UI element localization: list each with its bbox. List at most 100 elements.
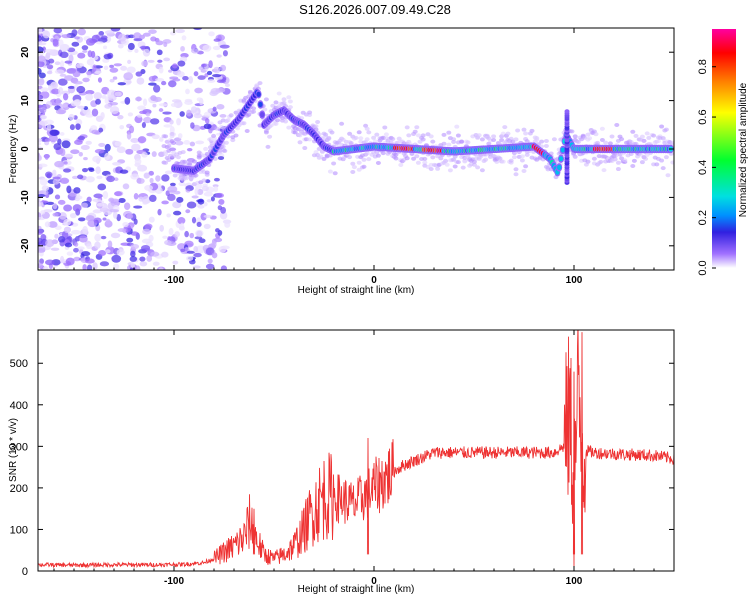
noise-blob [148,29,157,34]
ridge-halo [521,127,527,132]
noise-blob [162,111,172,115]
ridge-halo [326,135,332,140]
noise-blob [71,41,80,47]
ridge-halo [585,159,591,164]
ridge-halo [633,133,639,138]
noise-blob [85,258,95,264]
noise-blob [123,202,131,210]
noise-blob [71,175,79,180]
noise-blob [130,250,136,258]
noise-blob [155,175,161,182]
noise-blob [201,185,209,192]
noise-blob [181,35,187,41]
noise-blob [218,246,227,253]
noise-blob [131,143,141,152]
noise-blob [104,30,115,35]
noise-blob [222,50,228,57]
colorbar-tick-label: 0.0 [697,260,709,275]
ridge-halo [443,159,449,164]
ridge-halo [502,125,508,130]
noise-blob [117,43,124,49]
noise-blob [93,209,100,214]
ridge-halo [364,137,370,142]
noise-blob [85,140,92,145]
noise-blob [168,69,173,73]
noise-blob [73,187,81,194]
noise-blob [216,54,222,58]
noise-blob [39,177,48,186]
snr-y-tick-label: 0 [22,566,28,578]
ridge-halo [347,155,353,160]
ridge-halo [670,160,674,165]
spectrogram-y-axis: -20 -10 0 10 20 [20,46,674,253]
snr-series-line [38,330,674,569]
noise-blob [143,172,150,179]
noise-blob [59,177,70,184]
ridge-halo [228,113,234,118]
ridge-halo [211,133,217,138]
noise-blob [151,151,157,157]
ridge-halo [398,162,404,167]
ridge-halo [390,136,396,141]
colorbar: 0.0 0.2 0.4 0.6 0.8 Normalized spectral ampl… [697,29,749,276]
noise-blob [139,261,148,267]
noise-blob [62,168,72,173]
ridge-halo [651,133,657,138]
noise-blob [105,249,111,254]
noise-blob [169,119,174,125]
noise-blob [139,45,150,50]
noise-blob [73,80,83,85]
noise-blob [173,210,182,216]
noise-blob [48,58,55,64]
noise-blob [74,242,79,247]
noise-blob [78,235,88,243]
noise-blob [55,109,66,115]
ridge-halo [286,95,292,100]
noise-blob [38,60,45,68]
ridge-halo [435,166,441,171]
noise-blob [45,259,55,266]
noise-blob [104,143,111,152]
ridge-halo [356,160,362,165]
noise-blob [215,88,226,93]
ridge-halo [380,151,386,156]
noise-blob [134,265,141,270]
noise-blob [119,124,125,130]
ridge-halo [428,166,434,171]
ridge-halo [420,137,426,142]
noise-blob [59,132,65,136]
noise-blob [126,237,134,243]
noise-blob [112,211,118,219]
ridge-halo [446,130,452,135]
ridge-halo [607,141,613,146]
noise-blob [40,210,46,215]
noise-blob [130,231,139,236]
noise-blob [224,221,231,228]
ridge-halo [169,134,175,139]
ridge-halo [273,100,279,105]
noise-blob [38,42,47,46]
noise-blob [172,260,179,265]
ridge-halo [479,168,485,173]
noise-blob [205,263,215,270]
spectrogram-y-tick-label: -10 [20,190,31,205]
noise-blob [38,110,41,116]
ridge-halo [204,170,210,175]
noise-blob [203,123,212,130]
ridge-halo [441,132,447,137]
ridge-halo [241,121,247,126]
noise-blob [109,64,114,69]
noise-blob [57,199,66,205]
ridge-halo [523,164,529,169]
noise-blob [52,176,61,180]
noise-blob [100,35,108,40]
noise-blob [86,196,92,203]
snr-x-label: Height of straight line (km) [298,584,415,595]
noise-blob [40,87,49,92]
noise-blob [126,132,132,140]
noise-blob [194,184,203,190]
noise-blob [159,224,165,232]
noise-blob [177,60,186,67]
ridge-halo [614,122,620,127]
ridge-halo [302,146,308,151]
